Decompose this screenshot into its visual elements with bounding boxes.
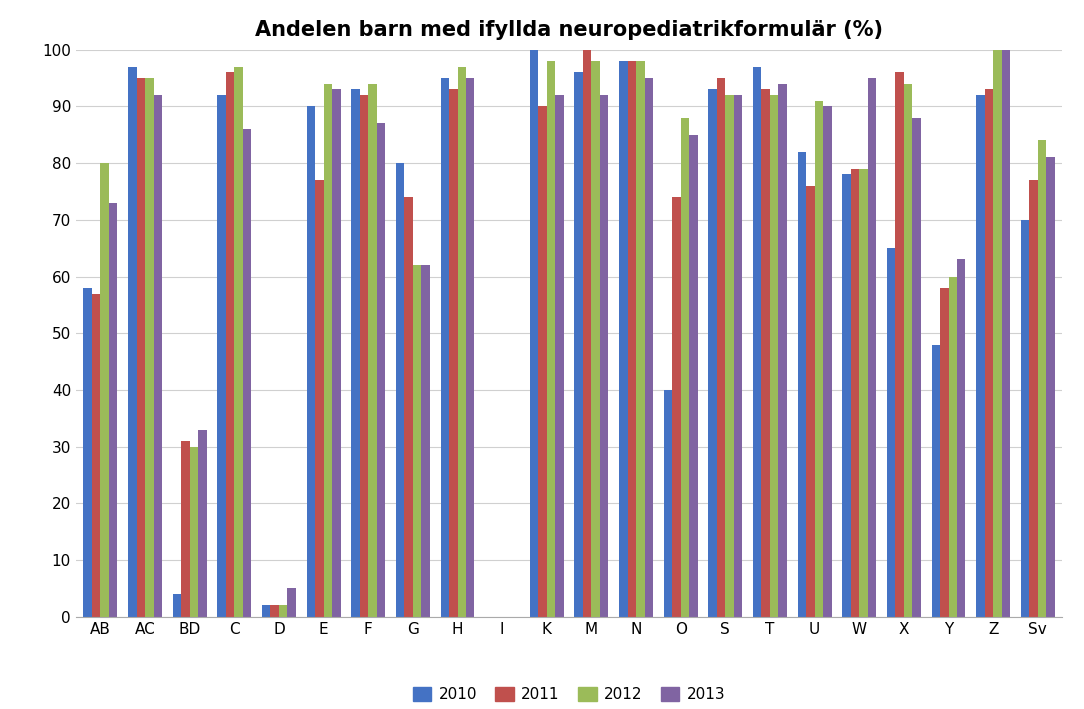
Bar — [1030, 180, 1037, 617]
Bar — [851, 169, 860, 617]
Bar — [1021, 220, 1030, 617]
Bar — [753, 67, 761, 617]
Bar — [351, 89, 360, 617]
Bar — [413, 265, 422, 617]
Bar — [842, 174, 851, 617]
Bar — [369, 84, 377, 617]
Bar — [636, 61, 645, 617]
Bar — [681, 118, 689, 617]
Bar — [307, 106, 315, 617]
Bar — [931, 345, 940, 617]
Bar — [806, 186, 814, 617]
Title: Andelen barn med ifyllda neuropediatrikformulär (%): Andelen barn med ifyllda neuropediatrikf… — [255, 20, 883, 40]
Bar — [279, 605, 287, 617]
Bar — [645, 78, 653, 617]
Bar — [672, 197, 681, 617]
Bar — [984, 89, 993, 617]
Bar — [913, 118, 920, 617]
Bar — [717, 78, 725, 617]
Bar — [599, 95, 608, 617]
Bar — [725, 95, 734, 617]
Bar — [583, 50, 592, 617]
Bar — [619, 61, 628, 617]
Bar — [823, 106, 831, 617]
Bar — [137, 78, 145, 617]
Bar — [198, 430, 207, 617]
Bar — [948, 277, 957, 617]
Bar — [689, 135, 698, 617]
Bar — [957, 259, 966, 617]
Bar — [332, 89, 340, 617]
Bar — [977, 95, 984, 617]
Bar — [770, 95, 778, 617]
Bar — [1037, 140, 1046, 617]
Bar — [181, 441, 190, 617]
Bar — [1002, 50, 1010, 617]
Bar — [324, 84, 332, 617]
Bar — [145, 78, 154, 617]
Bar — [887, 248, 895, 617]
Bar — [234, 67, 243, 617]
Bar — [761, 89, 770, 617]
Bar — [904, 84, 913, 617]
Bar — [101, 163, 108, 617]
Bar — [83, 288, 92, 617]
Bar — [940, 288, 948, 617]
Bar — [287, 588, 296, 617]
Bar — [628, 61, 636, 617]
Bar — [108, 203, 117, 617]
Bar — [377, 123, 385, 617]
Bar — [1046, 157, 1055, 617]
Bar — [575, 72, 583, 617]
Bar — [360, 95, 369, 617]
Bar — [708, 89, 717, 617]
Bar — [539, 106, 546, 617]
Bar — [592, 61, 599, 617]
Bar — [271, 605, 279, 617]
Bar — [466, 78, 475, 617]
Bar — [218, 95, 225, 617]
Bar — [814, 101, 823, 617]
Bar — [778, 84, 787, 617]
Bar — [128, 67, 137, 617]
Bar — [190, 447, 198, 617]
Bar — [440, 78, 449, 617]
Bar — [92, 294, 101, 617]
Bar — [315, 180, 324, 617]
Bar — [546, 61, 555, 617]
Bar — [860, 169, 867, 617]
Bar — [404, 197, 413, 617]
Bar — [449, 89, 457, 617]
Bar — [457, 67, 466, 617]
Bar — [243, 129, 251, 617]
Bar — [867, 78, 876, 617]
Bar — [555, 95, 564, 617]
Bar — [262, 605, 271, 617]
Bar — [663, 390, 672, 617]
Bar — [734, 95, 743, 617]
Bar — [530, 50, 539, 617]
Bar — [154, 95, 162, 617]
Bar — [895, 72, 904, 617]
Legend: 2010, 2011, 2012, 2013: 2010, 2011, 2012, 2013 — [406, 681, 732, 708]
Bar — [798, 152, 806, 617]
Bar — [993, 50, 1002, 617]
Bar — [422, 265, 430, 617]
Bar — [172, 594, 181, 617]
Bar — [225, 72, 234, 617]
Bar — [396, 163, 404, 617]
